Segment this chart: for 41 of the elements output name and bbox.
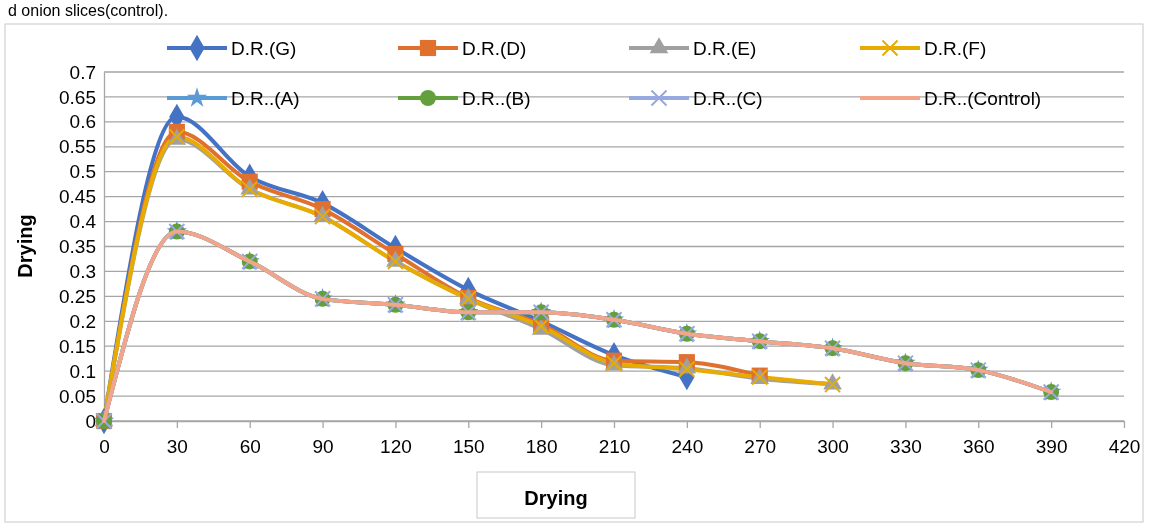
- x-axis-title: Drying: [524, 487, 588, 509]
- legend-label: D.R..(A): [231, 88, 300, 109]
- y-tick-label: 0.4: [69, 211, 97, 233]
- legend-label: D.R..(B): [462, 88, 531, 109]
- y-tick-label: 0.45: [59, 186, 96, 208]
- x-tick-label: 0: [99, 436, 110, 458]
- x-tick-label: 420: [1108, 436, 1141, 458]
- x-tick-label: 30: [166, 436, 188, 458]
- y-tick-label: 0.25: [59, 285, 96, 307]
- y-tick-label: 0.55: [59, 136, 96, 158]
- y-tick-label: 0.2: [69, 310, 96, 332]
- x-tick-label: 390: [1035, 436, 1068, 458]
- x-tick-label: 120: [380, 436, 412, 458]
- text: d onion slices(control).: [8, 2, 169, 19]
- y-tick-label: 0.35: [59, 236, 96, 258]
- x-tick-label: 210: [598, 436, 631, 458]
- x-tick-label: 90: [312, 436, 334, 458]
- y-axis-title: Drying: [14, 214, 36, 278]
- y-tick-label: 0.7: [69, 61, 96, 83]
- x-tick-label: 300: [817, 436, 849, 458]
- legend-label: D.R.(E): [693, 38, 757, 59]
- y-tick-label: 0: [85, 410, 96, 432]
- x-tick-label: 60: [239, 436, 261, 458]
- x-tick-label: 360: [962, 436, 995, 458]
- legend-label: D.R.(D): [462, 38, 527, 59]
- legend-label: D.R..(C): [693, 88, 763, 109]
- y-tick-label: 0.3: [69, 261, 96, 283]
- x-tick-label: 180: [525, 436, 558, 458]
- y-tick-label: 0.6: [69, 111, 96, 133]
- legend-label: D.R.(F): [924, 38, 987, 59]
- y-tick-label: 0.5: [69, 161, 96, 183]
- y-tick-label: 0.15: [59, 335, 96, 357]
- x-tick-label: 270: [744, 436, 777, 458]
- y-tick-label: 0.1: [69, 360, 96, 382]
- legend-label: D.R.(G): [231, 38, 297, 59]
- x-tick-label: 240: [671, 436, 704, 458]
- y-tick-label: 0.05: [59, 385, 96, 407]
- x-tick-label: 330: [890, 436, 922, 458]
- legend-label: D.R..(Control): [924, 88, 1042, 109]
- x-tick-label: 150: [452, 436, 485, 458]
- y-tick-label: 0.65: [59, 86, 96, 108]
